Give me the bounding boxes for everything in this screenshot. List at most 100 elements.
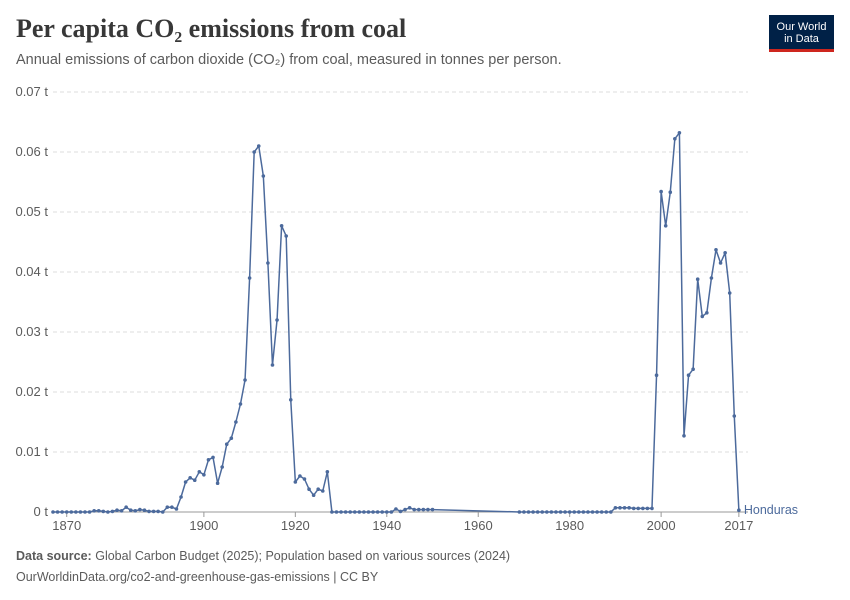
data-point[interactable] bbox=[650, 506, 654, 511]
data-point[interactable] bbox=[394, 507, 398, 511]
data-point[interactable] bbox=[261, 174, 266, 178]
data-point[interactable] bbox=[572, 510, 577, 514]
data-point[interactable] bbox=[298, 474, 302, 478]
data-point[interactable] bbox=[293, 480, 298, 484]
data-point[interactable] bbox=[339, 510, 343, 514]
data-point[interactable] bbox=[320, 489, 325, 493]
data-point[interactable] bbox=[87, 510, 92, 514]
data-point[interactable] bbox=[252, 150, 256, 154]
data-point[interactable] bbox=[188, 476, 192, 480]
data-point[interactable] bbox=[60, 510, 64, 514]
data-point[interactable] bbox=[266, 261, 270, 265]
data-point[interactable] bbox=[645, 506, 650, 511]
series-line[interactable] bbox=[53, 132, 740, 513]
data-point[interactable] bbox=[654, 373, 659, 378]
data-point[interactable] bbox=[686, 373, 691, 378]
data-point[interactable] bbox=[682, 434, 686, 438]
data-point[interactable] bbox=[64, 510, 69, 514]
data-point[interactable] bbox=[55, 510, 60, 514]
owid-logo[interactable]: Our World in Data bbox=[769, 15, 834, 52]
data-point[interactable] bbox=[69, 510, 74, 514]
data-point[interactable] bbox=[695, 277, 700, 282]
data-point[interactable] bbox=[567, 510, 572, 514]
data-point[interactable] bbox=[700, 314, 705, 319]
data-point[interactable] bbox=[352, 510, 357, 514]
data-point[interactable] bbox=[691, 367, 695, 372]
data-point[interactable] bbox=[577, 510, 581, 514]
data-point[interactable] bbox=[535, 510, 540, 514]
data-point[interactable] bbox=[348, 510, 353, 514]
data-point[interactable] bbox=[384, 510, 389, 514]
data-point[interactable] bbox=[238, 402, 243, 406]
data-point[interactable] bbox=[211, 455, 215, 460]
data-point[interactable] bbox=[705, 311, 709, 315]
data-point[interactable] bbox=[627, 506, 631, 510]
data-point[interactable] bbox=[554, 510, 558, 514]
data-point[interactable] bbox=[668, 190, 673, 194]
data-point[interactable] bbox=[421, 507, 426, 512]
data-point[interactable] bbox=[165, 505, 170, 510]
data-point[interactable] bbox=[170, 505, 174, 510]
data-point[interactable] bbox=[183, 480, 188, 484]
data-point[interactable] bbox=[243, 378, 247, 382]
data-point[interactable] bbox=[215, 481, 220, 486]
data-point[interactable] bbox=[101, 509, 106, 514]
data-point[interactable] bbox=[362, 510, 366, 514]
data-point[interactable] bbox=[531, 510, 535, 514]
data-point[interactable] bbox=[631, 506, 636, 511]
data-point[interactable] bbox=[366, 510, 371, 514]
data-point[interactable] bbox=[156, 509, 160, 514]
data-point[interactable] bbox=[160, 510, 165, 514]
data-point[interactable] bbox=[51, 510, 55, 514]
data-point[interactable] bbox=[677, 131, 682, 135]
data-point[interactable] bbox=[549, 510, 554, 514]
data-point[interactable] bbox=[375, 510, 380, 514]
series-label-honduras[interactable]: Honduras bbox=[744, 503, 798, 517]
data-point[interactable] bbox=[398, 509, 403, 514]
data-point[interactable] bbox=[545, 510, 549, 514]
data-point[interactable] bbox=[357, 510, 362, 514]
data-point[interactable] bbox=[119, 509, 124, 513]
data-point[interactable] bbox=[403, 507, 407, 512]
data-point[interactable] bbox=[673, 137, 677, 141]
data-point[interactable] bbox=[325, 470, 330, 474]
data-point[interactable] bbox=[609, 510, 613, 514]
data-point[interactable] bbox=[197, 470, 202, 474]
data-point[interactable] bbox=[256, 144, 261, 148]
data-point[interactable] bbox=[115, 508, 119, 512]
data-point[interactable] bbox=[412, 507, 417, 512]
data-point[interactable] bbox=[430, 507, 435, 512]
data-point[interactable] bbox=[74, 510, 78, 514]
data-point[interactable] bbox=[124, 505, 128, 510]
data-point[interactable] bbox=[330, 510, 334, 514]
data-point[interactable] bbox=[279, 224, 284, 228]
series-honduras[interactable]: Honduras bbox=[51, 131, 798, 517]
data-point[interactable] bbox=[83, 510, 87, 514]
data-point[interactable] bbox=[540, 510, 545, 514]
data-point[interactable] bbox=[641, 506, 645, 511]
data-point[interactable] bbox=[663, 224, 668, 228]
data-point[interactable] bbox=[558, 510, 563, 514]
data-point[interactable] bbox=[407, 506, 412, 510]
data-point[interactable] bbox=[732, 414, 737, 418]
data-point[interactable] bbox=[229, 436, 234, 441]
data-point[interactable] bbox=[92, 509, 96, 513]
data-point[interactable] bbox=[586, 510, 590, 514]
data-point[interactable] bbox=[604, 510, 609, 514]
data-point[interactable] bbox=[334, 510, 339, 514]
data-point[interactable] bbox=[106, 510, 110, 514]
data-point[interactable] bbox=[343, 510, 348, 514]
data-point[interactable] bbox=[284, 234, 288, 238]
data-point[interactable] bbox=[416, 507, 421, 512]
data-point[interactable] bbox=[737, 508, 741, 512]
data-point[interactable] bbox=[613, 506, 618, 510]
data-point[interactable] bbox=[192, 478, 197, 483]
data-point[interactable] bbox=[142, 508, 147, 512]
data-point[interactable] bbox=[96, 509, 101, 513]
data-point[interactable] bbox=[723, 251, 727, 255]
data-point[interactable] bbox=[595, 510, 599, 514]
data-point[interactable] bbox=[224, 442, 229, 447]
data-point[interactable] bbox=[206, 458, 211, 462]
data-point[interactable] bbox=[270, 363, 275, 367]
data-point[interactable] bbox=[202, 473, 206, 477]
